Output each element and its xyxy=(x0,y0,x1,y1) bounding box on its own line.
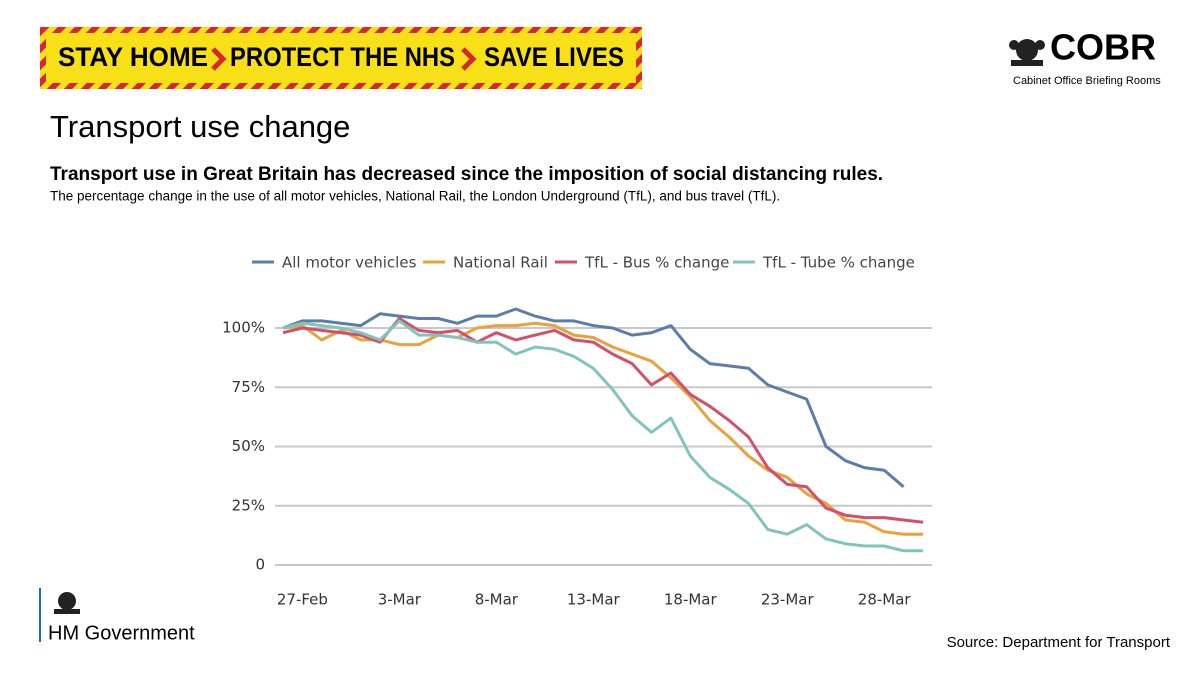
title: Transport use change xyxy=(50,109,350,144)
subtitle: Transport use in Great Britain has decre… xyxy=(50,164,883,185)
series-line xyxy=(282,319,923,553)
government-name: HM Government xyxy=(48,622,195,644)
cobr-logo: COBR Cabinet Office Briefing Rooms xyxy=(1009,27,1161,87)
x-tick-label: 23-Mar xyxy=(761,591,815,609)
crest xyxy=(54,592,80,614)
x-tick-label: 27-Feb xyxy=(277,591,328,609)
logo-subtitle: Cabinet Office Briefing Rooms xyxy=(1013,75,1161,87)
x-tick-label: 28-Mar xyxy=(858,591,912,609)
y-tick-label: 0 xyxy=(255,556,265,574)
x-tick-label: 8-Mar xyxy=(475,591,519,609)
legend-label: National Rail xyxy=(453,254,548,272)
x-tick-label: 13-Mar xyxy=(567,591,621,609)
legend-label: TfL - Bus % change xyxy=(584,254,729,272)
legend-item: National Rail xyxy=(423,254,548,272)
x-tick-label: 3-Mar xyxy=(378,591,422,609)
series-line xyxy=(282,317,924,524)
series-line xyxy=(282,321,923,536)
chart: 0 25% 50% 75% 100% 27-Feb 3-Mar 8-Mar 13-Mar 18-M… xyxy=(222,254,932,609)
banner: STAY HOME PROTECT THE NHS SAVE LIVES xyxy=(40,27,642,89)
series-line xyxy=(282,307,905,488)
banner-text: STAY HOME xyxy=(58,42,208,72)
x-tick-label: 18-Mar xyxy=(664,591,718,609)
y-tick-label: 50% xyxy=(232,437,265,455)
legend-item: All motor vehicles xyxy=(252,254,417,272)
chevron xyxy=(461,47,477,71)
y-tick-label: 25% xyxy=(232,496,265,514)
banner-fill xyxy=(46,33,636,83)
legend-label: TfL - Tube % change xyxy=(762,254,915,272)
hm-government: HM Government xyxy=(39,588,195,644)
banner-text: SAVE LIVES xyxy=(484,42,624,72)
legend-item: TfL - Bus % change xyxy=(555,254,729,272)
logo-name: COBR xyxy=(1050,27,1156,68)
caption: The percentage change in the use of all … xyxy=(50,189,780,204)
legend-label: All motor vehicles xyxy=(282,254,417,272)
source: Source: Department for Transport xyxy=(947,634,1171,651)
y-tick-label: 75% xyxy=(232,378,265,396)
crest xyxy=(1009,39,1045,66)
legend-item: TfL - Tube % change xyxy=(733,254,915,272)
chevron xyxy=(211,47,227,71)
banner-text: PROTECT THE NHS xyxy=(230,42,455,72)
y-tick-label: 100% xyxy=(222,319,265,337)
